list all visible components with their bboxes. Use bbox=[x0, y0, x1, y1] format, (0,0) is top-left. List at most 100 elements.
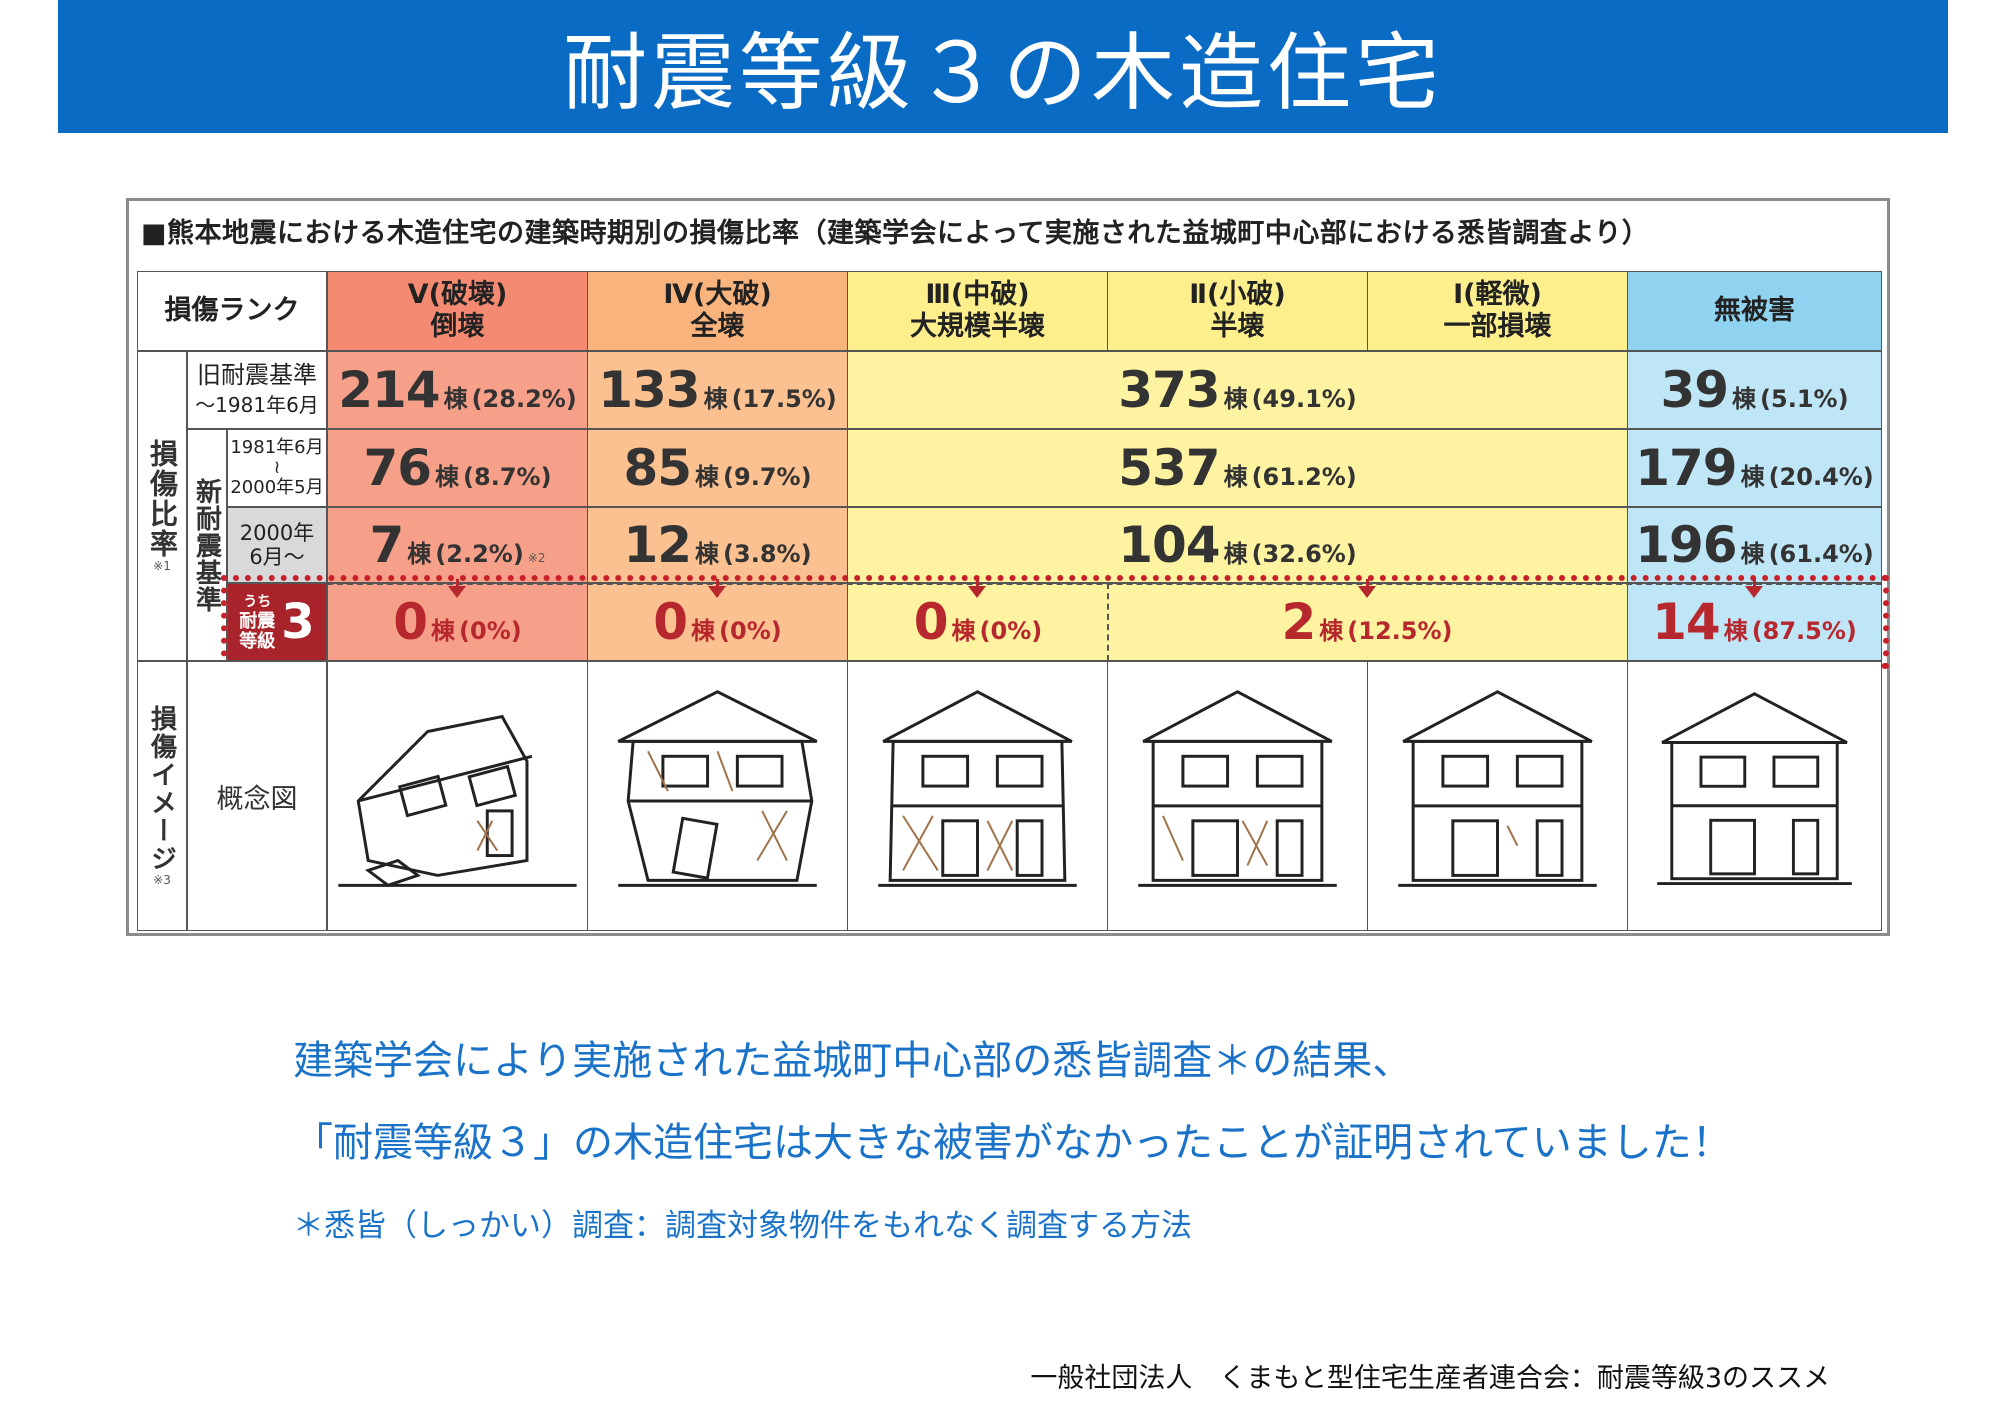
value-pct: (3.8%) bbox=[723, 540, 812, 568]
header-col-iv-line2: 全壊 bbox=[690, 311, 745, 342]
value-pct: (32.6%) bbox=[1251, 540, 1357, 568]
header-col-i: Ⅰ(軽微) 一部損壊 bbox=[1367, 271, 1628, 351]
value-unit: 棟 bbox=[1723, 617, 1748, 645]
side-damage-image-note: ※3 bbox=[153, 873, 171, 887]
cell-grade3-iii: 0 棟 (0%) bbox=[847, 583, 1108, 661]
down-arrow-icon bbox=[968, 586, 986, 598]
value-pct: (28.2%) bbox=[471, 385, 577, 413]
row-label-old: 旧耐震基準 ～1981年6月 bbox=[187, 351, 327, 429]
value-num: 0 bbox=[913, 593, 949, 651]
value-note: ※2 bbox=[527, 551, 546, 565]
value-num: 373 bbox=[1118, 361, 1220, 419]
badge-big: 3 bbox=[281, 594, 315, 650]
value-num: 104 bbox=[1118, 516, 1220, 574]
cell-new1-none: 179 棟 (20.4%) bbox=[1627, 429, 1882, 507]
header-col-iii: Ⅲ(中破) 大規模半壊 bbox=[847, 271, 1108, 351]
house-slight-damage-image bbox=[1367, 661, 1628, 931]
header-col-v: Ⅴ(破壊) 倒壊 bbox=[327, 271, 588, 351]
side-new-standard-label: 新耐震基準 bbox=[191, 477, 222, 613]
concept-label-cell: 概念図 bbox=[187, 661, 327, 931]
value-unit: 棟 bbox=[1732, 385, 1757, 413]
row-label-new2: 2000年 6月～ bbox=[227, 507, 327, 583]
badge-small-1: うち bbox=[243, 594, 272, 610]
value-num: 85 bbox=[623, 439, 692, 497]
value-unit: 棟 bbox=[691, 617, 716, 645]
title-bar: 耐震等級３の木造住宅 bbox=[58, 0, 1948, 133]
side-new-standard: 新耐震基準 bbox=[187, 429, 227, 661]
side-damage-image-label: 損傷イメージ bbox=[146, 705, 177, 873]
header-rank: 損傷ランク bbox=[137, 271, 327, 351]
side-damage-image: 損傷イメージ ※3 bbox=[137, 661, 187, 931]
down-arrow-icon bbox=[1745, 586, 1763, 598]
header-col-iii-line2: 大規模半壊 bbox=[910, 311, 1045, 342]
cell-new2-iv: 12 棟 (3.8%) bbox=[587, 507, 848, 583]
value-pct: (61.2%) bbox=[1251, 463, 1357, 491]
header-col-iv: Ⅳ(大破) 全壊 bbox=[587, 271, 848, 351]
header-col-v-line1: Ⅴ(破壊) bbox=[407, 279, 508, 310]
header-col-ii: Ⅱ(小破) 半壊 bbox=[1107, 271, 1368, 351]
header-col-ii-line2: 半壊 bbox=[1210, 311, 1265, 342]
value-num: 179 bbox=[1635, 439, 1737, 497]
header-col-none: 無被害 bbox=[1627, 271, 1882, 351]
value-pct: (2.2%) bbox=[435, 540, 524, 568]
figure-caption: ■熊本地震における木造住宅の建築時期別の損傷比率（建築学会によって実施された益城… bbox=[141, 218, 1650, 249]
badge-small-3: 等級 bbox=[239, 631, 276, 652]
arrow-stem bbox=[456, 579, 459, 587]
side-damage-ratio-label: 損傷比率 bbox=[146, 439, 179, 559]
value-unit: 棟 bbox=[695, 463, 720, 491]
header-col-i-line1: Ⅰ(軽微) bbox=[1453, 279, 1542, 310]
cell-old-mid: 373 棟 (49.1%) bbox=[847, 351, 1628, 429]
side-damage-ratio-note: ※1 bbox=[153, 559, 171, 573]
row-label-new1-1: 1981年6月 bbox=[230, 437, 324, 458]
down-arrow-icon bbox=[448, 586, 466, 598]
house-slight-damage-icon bbox=[1398, 690, 1597, 887]
value-pct: (0%) bbox=[459, 617, 522, 645]
down-arrow-icon bbox=[1358, 586, 1376, 598]
value-pct: (0%) bbox=[979, 617, 1043, 645]
value-unit: 棟 bbox=[435, 463, 460, 491]
cell-old-iv: 133 棟 (17.5%) bbox=[587, 351, 848, 429]
value-num: 196 bbox=[1635, 516, 1737, 574]
header-col-ii-line1: Ⅱ(小破) bbox=[1189, 279, 1286, 310]
row-label-new2-2: 6月～ bbox=[249, 545, 305, 569]
side-damage-ratio: 損傷比率 ※1 bbox=[137, 351, 187, 661]
value-unit: 棟 bbox=[1223, 540, 1248, 568]
damage-ratio-figure: ■熊本地震における木造住宅の建築時期別の損傷比率（建築学会によって実施された益城… bbox=[126, 198, 1890, 936]
value-num: 214 bbox=[338, 361, 440, 419]
damage-table: 損傷ランク Ⅴ(破壊) 倒壊 Ⅳ(大破) 全壊 Ⅲ(中破) 大規模半壊 Ⅱ(小破… bbox=[137, 271, 1889, 931]
value-pct: (12.5%) bbox=[1347, 617, 1453, 645]
value-pct: (20.4%) bbox=[1768, 463, 1874, 491]
house-destroyed-icon bbox=[617, 690, 818, 887]
arrow-stem bbox=[716, 579, 719, 587]
body-line-2: 「耐震等級３」の木造住宅は大きな被害がなかったことが証明されていました！ bbox=[293, 1120, 1732, 1166]
value-unit: 棟 bbox=[695, 540, 720, 568]
header-col-v-line2: 倒壊 bbox=[430, 311, 485, 342]
arrow-stem bbox=[1753, 579, 1756, 587]
row-label-new1-mid: ≀ bbox=[273, 457, 281, 478]
value-pct: (61.4%) bbox=[1768, 540, 1874, 568]
row-label-old-1: 旧耐震基準 bbox=[197, 361, 317, 389]
page-title: 耐震等級３の木造住宅 bbox=[562, 24, 1443, 122]
down-arrow-icon bbox=[708, 586, 726, 598]
house-collapsed-icon bbox=[338, 714, 577, 887]
value-num: 537 bbox=[1118, 439, 1220, 497]
value-unit: 棟 bbox=[1319, 617, 1344, 645]
row-label-new1: 1981年6月 ≀ 2000年5月 bbox=[227, 429, 327, 507]
header-col-none-line1: 無被害 bbox=[1714, 295, 1795, 326]
cell-new1-v: 76 棟 (8.7%) bbox=[327, 429, 588, 507]
header-col-iii-line1: Ⅲ(中破) bbox=[925, 279, 1030, 310]
house-minor-damage-image bbox=[1107, 661, 1368, 931]
house-destroyed-image bbox=[587, 661, 848, 931]
value-num: 7 bbox=[369, 516, 405, 574]
value-pct: (87.5%) bbox=[1751, 617, 1857, 645]
cell-old-v: 214 棟 (28.2%) bbox=[327, 351, 588, 429]
value-unit: 棟 bbox=[1740, 463, 1765, 491]
cell-new2-mid: 104 棟 (32.6%) bbox=[847, 507, 1628, 583]
value-num: 0 bbox=[393, 593, 428, 651]
house-moderate-damage-icon bbox=[878, 690, 1077, 887]
body-note: ＊悉皆（しっかい）調査：調査対象物件をもれなく調査する方法 bbox=[293, 1208, 1192, 1244]
value-unit: 棟 bbox=[1223, 463, 1248, 491]
badge-small-2: 耐震 bbox=[239, 611, 276, 632]
dashed-row-divider bbox=[327, 583, 1882, 585]
value-unit: 棟 bbox=[1740, 540, 1765, 568]
